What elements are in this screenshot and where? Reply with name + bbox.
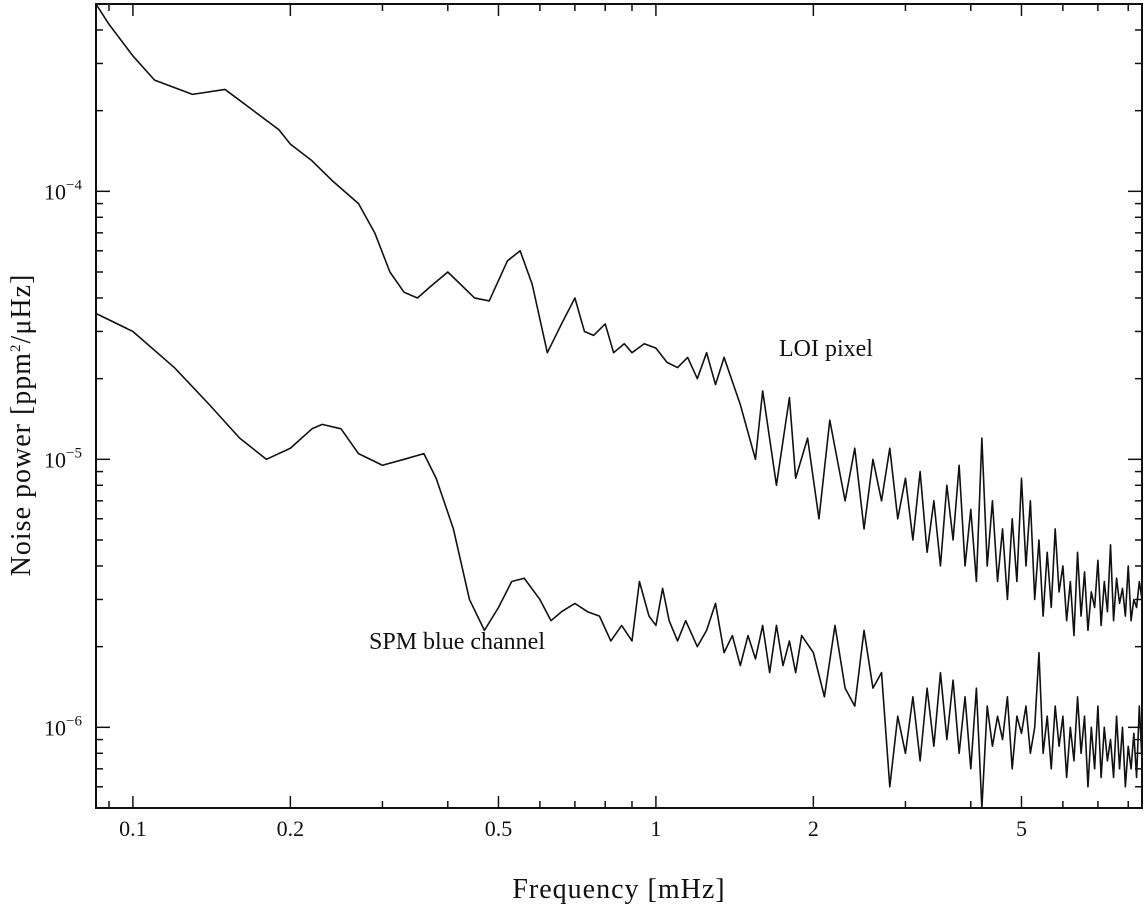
y-tick-label: 10−5 bbox=[44, 445, 82, 472]
axis-ticks bbox=[96, 3, 1142, 809]
x-tick-label: 1 bbox=[650, 816, 661, 841]
x-tick-label: 5 bbox=[1016, 816, 1027, 841]
x-axis-title: Frequency [mHz] bbox=[512, 874, 725, 905]
annotation-spm-blue-channel: SPM blue channel bbox=[369, 629, 545, 655]
series-line-spm-blue-channel bbox=[95, 312, 1143, 809]
plot-frame bbox=[95, 3, 1143, 809]
y-tick-label: 10−4 bbox=[44, 177, 82, 204]
x-tick-label: 2 bbox=[808, 816, 819, 841]
y-axis-title-main: Noise power [ppm bbox=[6, 352, 37, 576]
tick-labels: 0.1 0.2 0.5 1 2 5 10−6 10−5 10−4 bbox=[44, 177, 1027, 841]
y-axis-title: Noise power [ppm2/μHz] bbox=[6, 274, 37, 577]
x-tick-label: 0.5 bbox=[485, 816, 513, 841]
series-line-loi-pixel bbox=[95, 3, 1143, 637]
y-axis-title-sup: 2 bbox=[8, 343, 24, 352]
x-tick-label: 0.1 bbox=[119, 816, 147, 841]
annotation-loi-pixel: LOI pixel bbox=[779, 336, 873, 362]
y-tick-label: 10−6 bbox=[44, 713, 82, 740]
series-lines bbox=[95, 3, 1143, 809]
y-axis-title-end: /μHz] bbox=[6, 274, 37, 344]
x-tick-label: 0.2 bbox=[277, 816, 305, 841]
